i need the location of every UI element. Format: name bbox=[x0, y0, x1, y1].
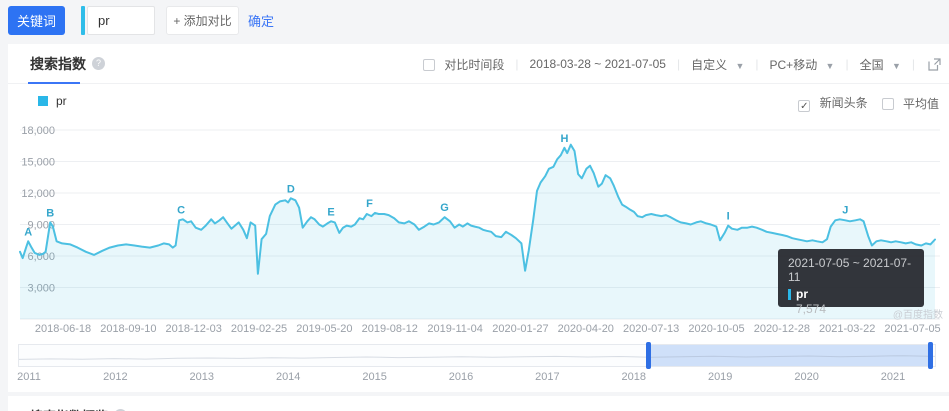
slider-selected-range[interactable] bbox=[648, 345, 931, 366]
svg-text:G: G bbox=[440, 202, 449, 214]
svg-text:I: I bbox=[727, 211, 730, 223]
custom-range-dropdown[interactable]: 自定义 ▼ bbox=[691, 56, 744, 73]
x-axis-tick: 2020-07-13 bbox=[623, 323, 680, 335]
x-axis-tick: 2020-12-28 bbox=[753, 323, 810, 335]
compare-time-checkbox[interactable] bbox=[423, 58, 436, 71]
panel-title: 搜索指数 bbox=[30, 55, 86, 72]
overview-title: 搜索指数概览 bbox=[30, 406, 108, 411]
device-label: PC+移动 bbox=[769, 57, 818, 72]
x-axis-tick: 2019-11-04 bbox=[427, 323, 483, 335]
keyword-toolbar: 关键词 + 添加对比 确定 bbox=[8, 5, 274, 35]
x-axis-tick: 2020-01-27 bbox=[492, 323, 549, 335]
svg-text:J: J bbox=[842, 204, 848, 216]
keyword-input[interactable] bbox=[87, 5, 155, 35]
svg-text:12,000: 12,000 bbox=[21, 188, 55, 200]
active-tab-indicator bbox=[28, 82, 80, 84]
overview-section: 搜索指数概览 ? bbox=[8, 396, 949, 411]
help-icon[interactable]: ? bbox=[92, 57, 105, 70]
chevron-down-icon: ▼ bbox=[735, 60, 745, 71]
slider-trace-sparkline bbox=[19, 355, 935, 360]
svg-text:9,000: 9,000 bbox=[27, 220, 55, 232]
slider-year-tick: 2021 bbox=[880, 371, 906, 383]
panel-header: 搜索指数 ? 对比时间段 | 2018-03-28 ~ 2021-07-05 |… bbox=[8, 44, 949, 84]
svg-text:D: D bbox=[287, 183, 295, 195]
slider-year-tick: 2012 bbox=[103, 371, 128, 383]
svg-text:15,000: 15,000 bbox=[21, 157, 55, 169]
chevron-down-icon: ▼ bbox=[891, 60, 901, 71]
tooltip-series-swatch-icon bbox=[788, 288, 791, 300]
slider-year-tick: 2016 bbox=[448, 371, 474, 383]
news-headlines-option[interactable]: ✓ 新闻头条 bbox=[798, 94, 868, 112]
x-axis-tick: 2019-08-12 bbox=[361, 323, 418, 335]
device-dropdown[interactable]: PC+移动 ▼ bbox=[770, 56, 835, 73]
x-axis-labels: 2018-06-18 2018-09-10 2018-12-03 2019-02-25… bbox=[8, 323, 949, 337]
tooltip-series-name: pr bbox=[796, 287, 808, 301]
svg-text:F: F bbox=[366, 198, 373, 210]
news-headlines-label: 新闻头条 bbox=[819, 96, 868, 110]
separator: | bbox=[911, 57, 915, 71]
legend-options: ✓ 新闻头条 平均值 bbox=[798, 94, 939, 112]
slider-year-tick: 2013 bbox=[189, 371, 215, 383]
x-axis-tick: 2020-10-05 bbox=[688, 323, 745, 335]
separator: | bbox=[676, 57, 681, 71]
custom-range-label: 自定义 bbox=[691, 57, 728, 72]
x-axis-tick: 2020-04-20 bbox=[557, 323, 614, 335]
svg-text:6,000: 6,000 bbox=[27, 251, 55, 263]
x-axis-tick: 2021-07-05 bbox=[884, 323, 941, 335]
separator: | bbox=[515, 57, 519, 71]
separator: | bbox=[845, 57, 849, 71]
external-link-icon[interactable] bbox=[928, 57, 941, 71]
slider-year-tick: 2018 bbox=[621, 371, 647, 383]
legend-series-label: pr bbox=[56, 94, 67, 108]
svg-text:H: H bbox=[560, 133, 568, 145]
slider-year-tick: 2017 bbox=[535, 371, 560, 383]
compare-time-label: 对比时间段 bbox=[444, 57, 505, 72]
compare-time-option[interactable]: 对比时间段 bbox=[423, 56, 504, 73]
tooltip-date-range: 2021-07-05 ~ 2021-07-11 bbox=[788, 256, 912, 284]
svg-text:A: A bbox=[24, 226, 32, 238]
chevron-down-icon: ▼ bbox=[825, 60, 835, 71]
tooltip-value: 7,574 bbox=[796, 302, 827, 316]
series-swatch-icon bbox=[38, 96, 48, 106]
slider-year-labels: 2011 2012 2013 2014 2015 2016 2017 2018 2019 2020… bbox=[17, 371, 936, 385]
slider-year-tick: 2014 bbox=[275, 371, 301, 383]
slider-year-tick: 2020 bbox=[794, 371, 819, 383]
baidu-index-watermark: @百度指数 bbox=[892, 310, 943, 321]
region-label: 全国 bbox=[859, 57, 884, 72]
region-dropdown[interactable]: 全国 ▼ bbox=[860, 56, 901, 73]
average-checkbox[interactable] bbox=[881, 97, 894, 110]
svg-text:C: C bbox=[177, 204, 185, 216]
search-index-panel: 搜索指数 ? 对比时间段 | 2018-03-28 ~ 2021-07-05 |… bbox=[8, 44, 949, 392]
slider-year-tick: 2011 bbox=[17, 371, 41, 383]
keyword-button[interactable]: 关键词 bbox=[8, 5, 65, 35]
slider-right-handle[interactable] bbox=[928, 342, 934, 369]
date-range-picker[interactable]: 2018-03-28 ~ 2021-07-05 bbox=[529, 57, 666, 71]
x-axis-tick: 2019-02-25 bbox=[230, 323, 288, 335]
legend-item-pr[interactable]: pr bbox=[38, 94, 67, 108]
svg-text:18,000: 18,000 bbox=[21, 125, 55, 137]
slider-year-tick: 2019 bbox=[707, 371, 733, 383]
time-range-slider[interactable] bbox=[18, 342, 936, 369]
average-label: 平均值 bbox=[902, 96, 939, 111]
add-compare-button[interactable]: + 添加对比 bbox=[166, 5, 239, 35]
svg-text:B: B bbox=[46, 207, 54, 219]
x-axis-tick: 2018-09-10 bbox=[100, 323, 157, 335]
separator: | bbox=[755, 57, 759, 71]
series-color-accent bbox=[81, 5, 85, 35]
svg-text:3,000: 3,000 bbox=[27, 283, 55, 295]
slider-left-handle[interactable] bbox=[646, 342, 652, 369]
average-option[interactable]: 平均值 bbox=[881, 95, 939, 112]
legend-row: pr ✓ 新闻头条 平均值 bbox=[8, 92, 949, 112]
news-headlines-checkbox[interactable]: ✓ bbox=[798, 100, 811, 112]
x-axis-tick: 2021-03-22 bbox=[819, 323, 876, 335]
x-axis-tick: 2018-06-18 bbox=[34, 323, 92, 335]
chart-tooltip: 2021-07-05 ~ 2021-07-11 pr 7,574 bbox=[778, 249, 924, 316]
svg-text:E: E bbox=[327, 206, 334, 218]
chart-controls: 对比时间段 | 2018-03-28 ~ 2021-07-05 | 自定义 ▼ … bbox=[423, 44, 941, 84]
x-axis-tick: 2018-12-03 bbox=[165, 323, 222, 335]
confirm-link[interactable]: 确定 bbox=[248, 13, 275, 29]
slider-year-tick: 2015 bbox=[362, 371, 387, 383]
x-axis-tick: 2019-05-20 bbox=[296, 323, 353, 335]
